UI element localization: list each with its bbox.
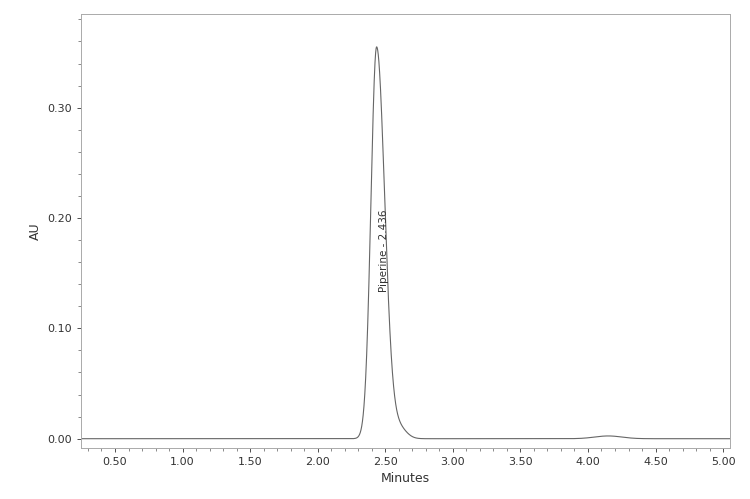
Y-axis label: AU: AU bbox=[29, 222, 42, 240]
X-axis label: Minutes: Minutes bbox=[381, 472, 430, 485]
Text: Piperine - 2.436: Piperine - 2.436 bbox=[380, 210, 389, 292]
